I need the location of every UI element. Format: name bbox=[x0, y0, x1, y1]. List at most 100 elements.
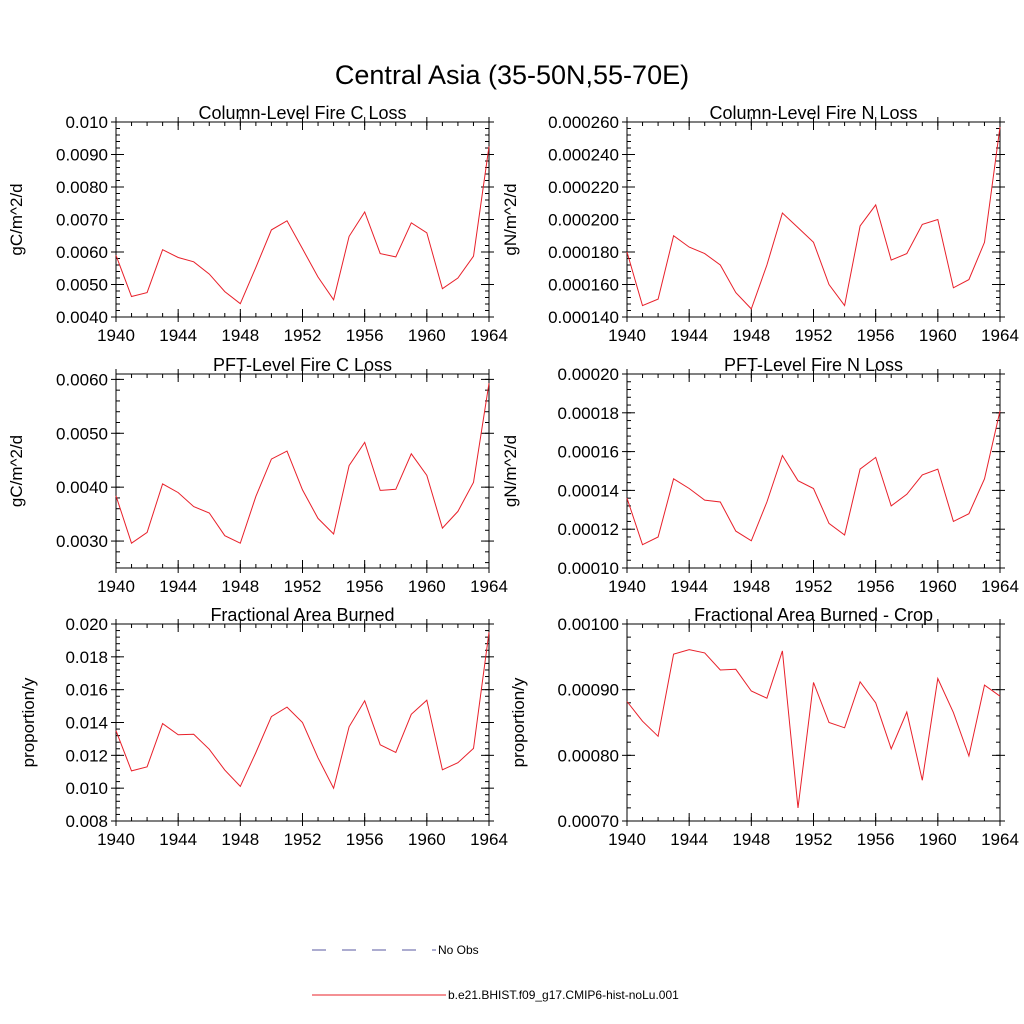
x-tick-label: 1960 bbox=[408, 577, 446, 596]
panel-title: PFT-Level Fire C Loss bbox=[213, 355, 392, 375]
y-axis-label: proportion/y bbox=[19, 677, 38, 767]
panel-3: 1940 1944 1948 1952 1956 1960 1964 0.0030 0.0040… bbox=[7, 355, 508, 596]
y-tick-label: 0.000180 bbox=[548, 243, 619, 262]
panel-title: Fractional Area Burned - Crop bbox=[694, 605, 933, 625]
y-tick-label: 0.00018 bbox=[558, 404, 619, 423]
panels: 1940 1944 1948 1952 1956 1960 1964 0.0040 0.0050… bbox=[7, 103, 1019, 849]
x-tick-label: 1960 bbox=[919, 326, 957, 345]
y-tick-label: 0.000140 bbox=[548, 308, 619, 327]
legend: No Obs b.e21.BHIST.f09_g17.CMIP6-hist-no… bbox=[312, 943, 679, 1002]
x-tick-label: 1960 bbox=[408, 326, 446, 345]
x-tick-label: 1964 bbox=[470, 830, 508, 849]
y-tick-label: 0.000220 bbox=[548, 178, 619, 197]
y-tick-label: 0.00100 bbox=[558, 615, 619, 634]
y-tick-label: 0.012 bbox=[65, 746, 108, 765]
x-tick-label: 1964 bbox=[981, 830, 1019, 849]
x-tick-label: 1964 bbox=[470, 577, 508, 596]
x-tick-label: 1948 bbox=[221, 830, 259, 849]
panel-title: Column-Level Fire C Loss bbox=[198, 103, 406, 123]
figure-title: Central Asia (35-50N,55-70E) bbox=[335, 60, 689, 90]
x-tick-label: 1948 bbox=[732, 830, 770, 849]
x-tick-label: 1952 bbox=[795, 577, 833, 596]
y-tick-label: 0.00012 bbox=[558, 520, 619, 539]
x-tick-label: 1944 bbox=[159, 577, 197, 596]
y-tick-label: 0.010 bbox=[65, 113, 108, 132]
y-axis-label: gN/m^2/d bbox=[501, 435, 520, 507]
y-tick-label: 0.018 bbox=[65, 648, 108, 667]
y-tick-label: 0.0040 bbox=[56, 478, 108, 497]
x-tick-label: 1940 bbox=[608, 577, 646, 596]
plot-frame bbox=[626, 623, 1001, 822]
panel-5: 1940 1944 1948 1952 1956 1960 1964 0.008 0.010 0.… bbox=[19, 605, 508, 849]
series-line-1 bbox=[115, 146, 490, 305]
x-tick-label: 1956 bbox=[346, 577, 384, 596]
x-tick-label: 1944 bbox=[670, 326, 708, 345]
x-tick-label: 1948 bbox=[221, 577, 259, 596]
legend-label-model: b.e21.BHIST.f09_g17.CMIP6-hist-noLu.001 bbox=[448, 988, 679, 1002]
y-axis-label: gC/m^2/d bbox=[7, 435, 26, 507]
y-tick-label: 0.0040 bbox=[56, 308, 108, 327]
y-tick-label: 0.00016 bbox=[558, 443, 619, 462]
series-line-1 bbox=[626, 126, 1001, 310]
y-tick-label: 0.014 bbox=[65, 714, 108, 733]
x-tick-label: 1964 bbox=[981, 326, 1019, 345]
x-tick-label: 1960 bbox=[408, 830, 446, 849]
x-tick-label: 1944 bbox=[159, 326, 197, 345]
x-tick-label: 1952 bbox=[284, 326, 322, 345]
y-tick-label: 0.0050 bbox=[56, 276, 108, 295]
x-tick-label: 1940 bbox=[608, 830, 646, 849]
series-line-1 bbox=[115, 383, 490, 544]
x-tick-label: 1956 bbox=[346, 830, 384, 849]
panel-title: Fractional Area Burned bbox=[210, 605, 394, 625]
x-tick-label: 1944 bbox=[670, 577, 708, 596]
x-tick-label: 1952 bbox=[795, 326, 833, 345]
y-tick-label: 0.016 bbox=[65, 681, 108, 700]
y-tick-label: 0.000240 bbox=[548, 146, 619, 165]
y-tick-label: 0.000160 bbox=[548, 276, 619, 295]
panel-1: 1940 1944 1948 1952 1956 1960 1964 0.0040 0.0050… bbox=[7, 103, 508, 345]
series-line-1 bbox=[626, 649, 1001, 808]
y-tick-label: 0.0060 bbox=[56, 243, 108, 262]
plot-frame bbox=[115, 373, 490, 569]
y-tick-label: 0.0050 bbox=[56, 424, 108, 443]
y-tick-label: 0.00014 bbox=[558, 481, 619, 500]
y-tick-label: 0.0080 bbox=[56, 178, 108, 197]
y-tick-label: 0.008 bbox=[65, 812, 108, 831]
x-tick-label: 1964 bbox=[470, 326, 508, 345]
y-tick-label: 0.0030 bbox=[56, 532, 108, 551]
y-tick-label: 0.020 bbox=[65, 615, 108, 634]
x-tick-label: 1952 bbox=[284, 830, 322, 849]
x-tick-label: 1960 bbox=[919, 577, 957, 596]
y-tick-label: 0.0070 bbox=[56, 211, 108, 230]
x-tick-label: 1956 bbox=[857, 326, 895, 345]
x-tick-label: 1948 bbox=[732, 326, 770, 345]
x-tick-label: 1940 bbox=[97, 830, 135, 849]
x-tick-label: 1952 bbox=[284, 577, 322, 596]
x-tick-label: 1960 bbox=[919, 830, 957, 849]
y-axis-label: proportion/y bbox=[509, 677, 528, 767]
x-tick-label: 1956 bbox=[857, 830, 895, 849]
plot-frame bbox=[626, 373, 1001, 569]
legend-label-no-obs: No Obs bbox=[438, 943, 479, 957]
plot-frame bbox=[626, 121, 1001, 318]
x-tick-label: 1940 bbox=[97, 577, 135, 596]
series-line-1 bbox=[115, 632, 490, 790]
x-tick-label: 1964 bbox=[981, 577, 1019, 596]
y-tick-label: 0.00020 bbox=[558, 365, 619, 384]
y-tick-label: 0.0090 bbox=[56, 146, 108, 165]
y-axis-label: gN/m^2/d bbox=[501, 183, 520, 255]
x-tick-label: 1948 bbox=[732, 577, 770, 596]
panel-6: 1940 1944 1948 1952 1956 1960 1964 0.00070 0.000… bbox=[509, 605, 1019, 849]
y-tick-label: 0.000200 bbox=[548, 211, 619, 230]
x-tick-label: 1956 bbox=[346, 326, 384, 345]
plot-frame bbox=[115, 121, 490, 318]
y-tick-label: 0.00070 bbox=[558, 812, 619, 831]
x-tick-label: 1940 bbox=[97, 326, 135, 345]
panel-title: Column-Level Fire N Loss bbox=[709, 103, 917, 123]
x-tick-label: 1952 bbox=[795, 830, 833, 849]
y-tick-label: 0.00010 bbox=[558, 559, 619, 578]
x-tick-label: 1956 bbox=[857, 577, 895, 596]
x-tick-label: 1948 bbox=[221, 326, 259, 345]
y-tick-label: 0.00090 bbox=[558, 681, 619, 700]
y-tick-label: 0.0060 bbox=[56, 370, 108, 389]
